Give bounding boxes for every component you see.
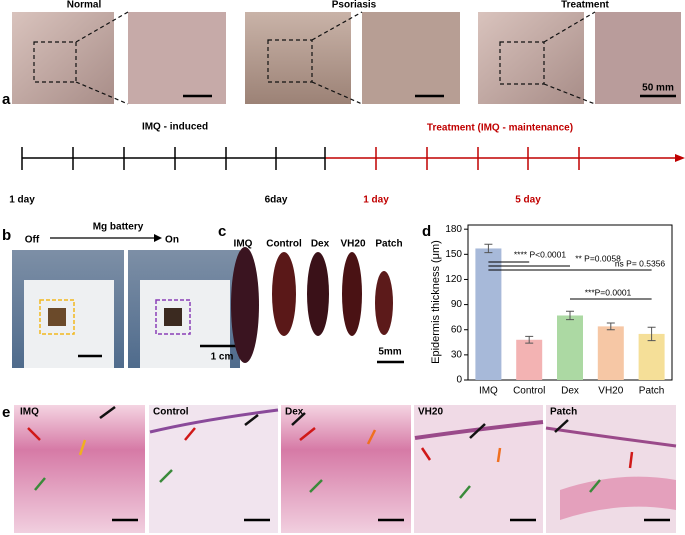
section-label: Patch (550, 407, 577, 418)
y-tick-label: 90 (451, 299, 463, 310)
panel-label: d (422, 223, 431, 240)
section-label: IMQ (20, 407, 39, 418)
error-bar (647, 326, 656, 342)
significance-label: ***P=0.0001 (585, 287, 632, 297)
x-tick-label: Patch (639, 386, 665, 397)
x-tick-label: VH20 (598, 386, 623, 397)
error-bar (525, 335, 534, 344)
bar (557, 315, 583, 380)
error-bar (606, 322, 615, 331)
panel-b-title: Mg battery (93, 222, 144, 233)
error-bar (484, 243, 493, 254)
x-tick-label: Control (513, 386, 545, 397)
photo (478, 12, 584, 104)
bar (597, 326, 624, 380)
histology (14, 405, 677, 533)
day-label: 1 day (363, 195, 389, 206)
significance-label: ** P=0.0058 (575, 253, 621, 263)
significance-label: **** P<0.0001 (514, 249, 566, 259)
y-tick-label: 60 (451, 324, 463, 335)
y-tick-label: 180 (445, 224, 462, 235)
photo-title: Treatment (561, 0, 609, 11)
photo (595, 12, 681, 104)
photo-title: Psoriasis (332, 0, 377, 11)
zoom-box (33, 41, 77, 83)
error-bar (566, 310, 574, 321)
photo-title: Normal (67, 0, 102, 11)
phase-label: IMQ - induced (142, 122, 208, 133)
zoom-box (267, 39, 313, 83)
bar (638, 333, 665, 380)
photo (362, 12, 460, 104)
x-tick-label: IMQ (479, 386, 498, 397)
y-tick-label: 0 (456, 375, 462, 386)
day-label: 6day (265, 195, 288, 206)
section-label: Control (153, 407, 189, 418)
section-label: VH20 (418, 407, 443, 418)
timeline (21, 147, 685, 170)
panel-label: e (2, 404, 10, 421)
panel-label: b (2, 227, 11, 244)
y-tick-label: 150 (445, 249, 462, 260)
panel-a-photos (12, 11, 681, 105)
panel-label: c (218, 223, 226, 240)
photo (12, 12, 114, 104)
sample-label: IMQ (234, 239, 253, 250)
photo (245, 12, 351, 104)
y-tick-label: 120 (445, 274, 462, 285)
sample-label: VH20 (340, 239, 365, 250)
bar (475, 248, 502, 380)
day-label: 1 day (9, 195, 35, 206)
spleens (231, 247, 404, 364)
sample-label: Dex (311, 239, 330, 250)
panel-b-photos (12, 250, 240, 368)
zoom-box (499, 41, 545, 85)
panel-label: a (2, 91, 11, 108)
significance-label: ns P= 0.5356 (615, 258, 666, 268)
y-axis-label: Epidermis thickness (μm) (430, 240, 442, 364)
off-label: Off (25, 235, 40, 246)
phase-label: Treatment (IMQ - maintenance) (427, 123, 573, 134)
day-label: 5 day (515, 195, 541, 206)
x-tick-label: Dex (561, 386, 579, 397)
sample-label: Control (266, 239, 302, 250)
y-tick-label: 30 (451, 350, 463, 361)
scale-label: 5mm (378, 347, 401, 358)
photo (128, 12, 226, 104)
scale-label: 50 mm (642, 83, 674, 94)
section-label: Dex (285, 407, 304, 418)
bar (516, 339, 543, 380)
sample-label: Patch (375, 239, 402, 250)
scale-label: 1 cm (211, 352, 234, 363)
on-label: On (165, 235, 179, 246)
